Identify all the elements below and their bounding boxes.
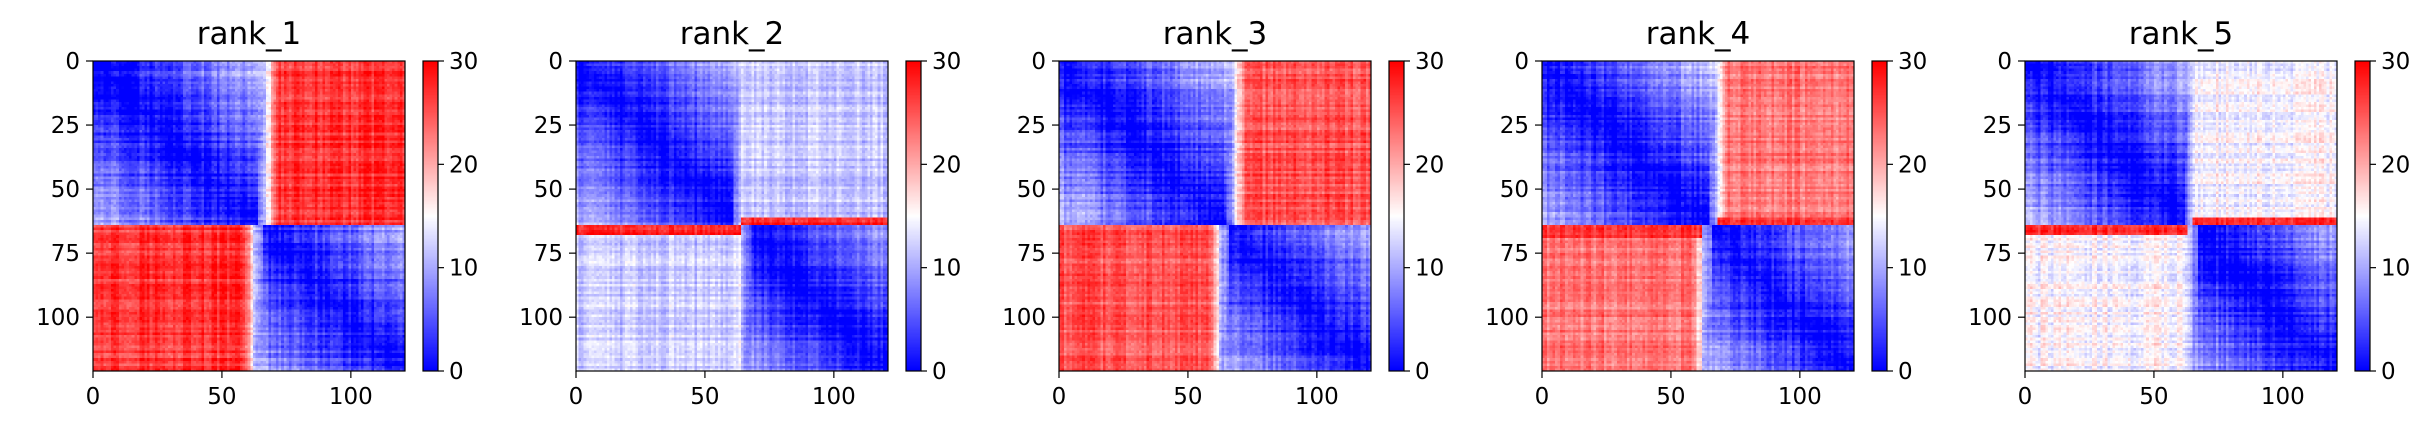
y-tick-label: 100 (36, 305, 80, 331)
y-tick-label: 25 (1983, 113, 2012, 139)
x-tick-label: 50 (1173, 384, 1202, 410)
heatmap-image (1542, 61, 1854, 371)
colorbar-tick-label: 20 (1898, 152, 1927, 178)
y-tick-label: 25 (534, 113, 563, 139)
y-tick-label: 0 (1031, 49, 1046, 75)
colorbar-tick-label: 30 (1415, 49, 1444, 75)
panel-title: rank_2 (680, 16, 785, 52)
y-tick-label: 100 (1485, 305, 1529, 331)
colorbar-tick-label: 10 (2381, 256, 2410, 282)
y-tick-label: 100 (1002, 305, 1046, 331)
colorbar-tick-label: 0 (449, 359, 464, 385)
colorbar-tick-label: 10 (449, 256, 478, 282)
panel-title: rank_5 (2129, 16, 2234, 52)
colorbar-frame (2354, 60, 2371, 372)
heatmap-frame (1541, 60, 1855, 372)
x-tick-label: 50 (2139, 384, 2168, 410)
y-tick-label: 25 (51, 113, 80, 139)
colorbar-tick-label: 30 (2381, 49, 2410, 75)
colorbar-tick-label: 30 (1898, 49, 1927, 75)
y-tick-label: 100 (519, 305, 563, 331)
heatmap-frame (575, 60, 889, 372)
heatmap-panel-1: rank_1 0 25 50 75 100 0 50 100 0 10 20 30 (36, 16, 478, 410)
colorbar-frame (1871, 60, 1888, 372)
y-tick-label: 75 (1500, 241, 1529, 267)
colorbar-tick-label: 30 (932, 49, 961, 75)
heatmap-panel-5: rank_5 0 25 50 75 100 0 50 100 0 10 20 30 (1968, 16, 2410, 410)
colorbar-image (2355, 61, 2370, 371)
y-tick-label: 0 (1997, 49, 2012, 75)
x-tick-label: 100 (1295, 384, 1339, 410)
colorbar-image (1389, 61, 1404, 371)
y-tick-label: 0 (548, 49, 563, 75)
colorbar-tick-label: 20 (1415, 152, 1444, 178)
heatmap-frame (2024, 60, 2338, 372)
y-tick-label: 100 (1968, 305, 2012, 331)
panel-title: rank_3 (1163, 16, 1268, 52)
colorbar-tick-label: 30 (449, 49, 478, 75)
x-tick-label: 0 (1535, 384, 1550, 410)
heatmap-frame (1058, 60, 1372, 372)
heatmap-image (93, 61, 405, 371)
heatmap-frame (92, 60, 406, 372)
y-tick-label: 50 (534, 177, 563, 203)
colorbar-tick-label: 20 (449, 152, 478, 178)
y-tick-label: 75 (534, 241, 563, 267)
colorbar-tick-label: 0 (932, 359, 947, 385)
colorbar-frame (422, 60, 439, 372)
colorbar-tick-label: 0 (1415, 359, 1430, 385)
x-tick-label: 100 (1778, 384, 1822, 410)
y-tick-label: 50 (1983, 177, 2012, 203)
colorbar-frame (905, 60, 922, 372)
x-tick-label: 100 (2261, 384, 2305, 410)
colorbar-frame (1388, 60, 1405, 372)
x-tick-label: 50 (207, 384, 236, 410)
x-tick-label: 0 (1052, 384, 1067, 410)
y-tick-label: 75 (1017, 241, 1046, 267)
panel-title: rank_1 (197, 16, 302, 52)
heatmap-image (576, 61, 888, 371)
colorbar-image (1872, 61, 1887, 371)
heatmap-panel-4: rank_4 0 25 50 75 100 0 50 100 0 10 20 30 (1485, 16, 1927, 410)
x-tick-label: 50 (690, 384, 719, 410)
colorbar-tick-label: 20 (932, 152, 961, 178)
y-tick-label: 25 (1017, 113, 1046, 139)
x-tick-label: 0 (2018, 384, 2033, 410)
heatmap-panel-2: rank_2 0 25 50 75 100 0 50 100 0 10 20 30 (519, 16, 961, 410)
colorbar-tick-label: 10 (1898, 256, 1927, 282)
y-tick-label: 50 (51, 177, 80, 203)
heatmap-panel-3: rank_3 0 25 50 75 100 0 50 100 0 10 20 30 (1002, 16, 1444, 410)
colorbar-tick-label: 0 (2381, 359, 2396, 385)
heatmap-image (2025, 61, 2337, 371)
colorbar-image (423, 61, 438, 371)
y-tick-label: 50 (1017, 177, 1046, 203)
heatmap-image (1059, 61, 1371, 371)
y-tick-label: 0 (1514, 49, 1529, 75)
y-tick-label: 75 (51, 241, 80, 267)
x-tick-label: 100 (812, 384, 856, 410)
x-tick-label: 50 (1656, 384, 1685, 410)
y-tick-label: 50 (1500, 177, 1529, 203)
colorbar-tick-label: 10 (1415, 256, 1444, 282)
colorbar-image (906, 61, 921, 371)
colorbar-tick-label: 10 (932, 256, 961, 282)
x-tick-label: 100 (329, 384, 373, 410)
panel-title: rank_4 (1646, 16, 1751, 52)
colorbar-tick-label: 20 (2381, 152, 2410, 178)
colorbar-tick-label: 0 (1898, 359, 1913, 385)
y-tick-label: 75 (1983, 241, 2012, 267)
x-tick-label: 0 (86, 384, 101, 410)
x-tick-label: 0 (569, 384, 584, 410)
y-tick-label: 0 (65, 49, 80, 75)
y-tick-label: 25 (1500, 113, 1529, 139)
